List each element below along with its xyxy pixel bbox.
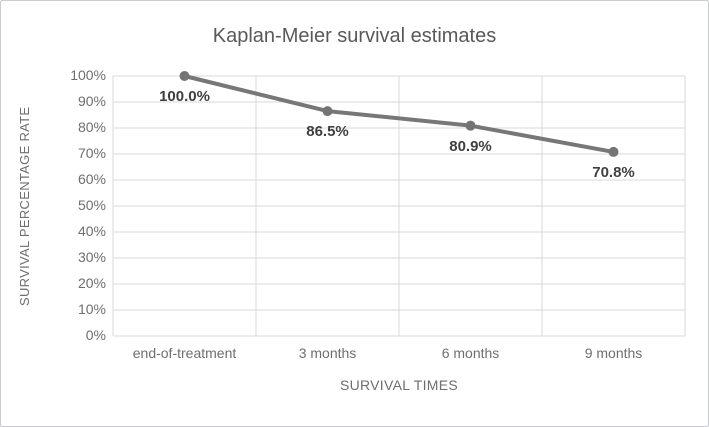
y-tick-label: 70% (77, 145, 106, 161)
x-tick-label: 6 months (441, 345, 500, 361)
data-label: 70.8% (592, 163, 635, 181)
y-tick-label: 50% (77, 197, 106, 213)
y-tick-label: 40% (77, 223, 106, 239)
series-line (182, 74, 616, 154)
y-tick-label: 60% (77, 171, 106, 187)
y-tick-label: 0% (85, 327, 106, 343)
x-tick-label: 3 months (298, 345, 357, 361)
y-tick-label: 10% (77, 301, 106, 317)
data-point-marker (608, 146, 619, 157)
data-point-marker (322, 106, 333, 117)
y-axis-tick-labels: 100% 90% 80% 70% 60% 50% 40% 30% 20% 10%… (1, 1, 106, 426)
x-axis-title: SURVIVAL TIMES (339, 377, 459, 393)
data-label: 86.5% (306, 123, 349, 141)
y-tick-label: 20% (77, 275, 106, 291)
data-point-marker (179, 71, 190, 81)
y-tick-label: 100% (70, 67, 106, 83)
x-tick-label: end-of-treatment (132, 345, 237, 361)
data-label: 80.9% (449, 137, 492, 155)
x-tick-label: 9 months (584, 345, 643, 361)
y-tick-label: 80% (77, 119, 106, 135)
data-point-marker (465, 120, 476, 131)
y-tick-label: 30% (77, 249, 106, 265)
y-tick-label: 90% (77, 93, 106, 109)
chart-title: Kaplan-Meier survival estimates (212, 25, 497, 47)
data-label: 100.0% (159, 88, 210, 105)
plot-area (112, 71, 686, 337)
